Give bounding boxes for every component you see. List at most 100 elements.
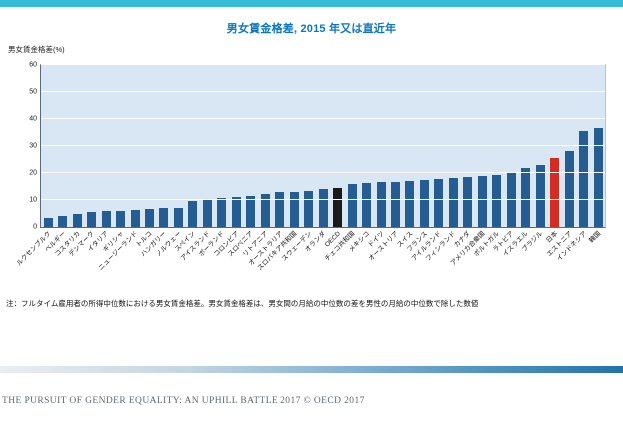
bar xyxy=(419,180,429,227)
bar-column: スイス xyxy=(396,65,417,249)
bar-column: エストニア xyxy=(545,65,576,258)
bar-column: スウェーデン xyxy=(280,65,315,263)
bar xyxy=(130,210,140,227)
bar-column: ベルギー xyxy=(44,65,69,254)
bar xyxy=(260,193,270,227)
bar xyxy=(405,181,415,227)
bar-column: ギリシャ xyxy=(101,65,127,254)
bar xyxy=(289,191,299,227)
bar-column: コロンビア xyxy=(213,65,243,258)
bar xyxy=(101,211,111,227)
bar xyxy=(347,184,357,227)
bar xyxy=(362,183,372,227)
y-tick-label: 20 xyxy=(29,169,37,177)
bar-column: インドネシア xyxy=(555,65,590,263)
bar-column: ルクセンブルク xyxy=(15,65,55,267)
bar-column: チェコ共和国 xyxy=(324,65,359,263)
bars-container: ルクセンブルク ベルギー コスタリカ デンマーク イタリア ギリシャ ニュージーランド トルコ… xyxy=(15,65,605,272)
bar xyxy=(521,168,531,227)
bar xyxy=(477,175,487,227)
bar-column: アイルランド xyxy=(411,65,446,263)
bar-column: ハンガリー xyxy=(140,65,171,258)
footer-report-title: THE PURSUIT OF GENDER EQUALITY: AN UPHIL… xyxy=(2,396,279,406)
bar-column: ラトビア xyxy=(492,65,518,254)
y-tick-label: 30 xyxy=(29,142,37,150)
bar-column: ニュージーランド xyxy=(98,65,142,272)
bar-column: 韓国 xyxy=(588,65,605,244)
bar-column: オランダ xyxy=(304,65,330,254)
bar xyxy=(217,198,227,227)
top-accent-strip xyxy=(0,0,623,7)
footer: THE PURSUIT OF GENDER EQUALITY: AN UPHIL… xyxy=(2,396,365,406)
bar xyxy=(448,178,458,227)
bar xyxy=(579,130,589,227)
gridline xyxy=(41,91,605,92)
bar xyxy=(535,164,545,227)
bar-column: アメリカ合衆国 xyxy=(450,65,489,267)
bar-column: スペイン xyxy=(174,65,200,253)
bar xyxy=(550,157,560,227)
bar xyxy=(593,127,603,227)
bar xyxy=(506,173,516,227)
y-tick-label: 40 xyxy=(29,115,37,123)
bar xyxy=(173,207,183,227)
gridline xyxy=(41,172,605,173)
bar xyxy=(564,150,574,227)
bar xyxy=(87,211,97,227)
bar xyxy=(434,179,444,227)
bar xyxy=(58,216,68,227)
footnote: 注：フルタイム雇用者の所得中位数における男女賃金格差。男女賃金格差は、男女間の月… xyxy=(6,299,479,308)
gradient-divider xyxy=(0,366,623,373)
bar-column: スロバキア共和国 xyxy=(257,65,301,272)
bar-column: メキシコ xyxy=(347,65,373,254)
bar-column: トルコ xyxy=(135,65,156,249)
bar-column: フィンランド xyxy=(425,65,460,263)
bar-column: アイスランド xyxy=(179,65,214,262)
bar-column: ポーランド xyxy=(198,65,229,258)
bar xyxy=(275,192,285,227)
y-tick-label: 0 xyxy=(33,223,37,231)
bar xyxy=(43,217,53,227)
bar-column: イタリア xyxy=(87,65,113,253)
bar xyxy=(246,195,256,227)
bar xyxy=(116,210,126,227)
x-axis-label: 韓国 xyxy=(588,230,603,245)
gridline xyxy=(41,118,605,119)
gridline xyxy=(41,64,605,65)
bar-column: イスラエル xyxy=(502,65,532,258)
bar-column: スロベニア xyxy=(227,65,258,258)
bar xyxy=(231,197,241,227)
bar xyxy=(72,214,82,227)
bar-column: リトアニア xyxy=(242,65,272,258)
gridline xyxy=(41,145,605,146)
bar-column: オーストラリア xyxy=(247,65,287,267)
bar-column: ブラジル xyxy=(521,65,547,254)
bar xyxy=(159,208,169,227)
bar xyxy=(463,177,473,227)
bar xyxy=(390,181,400,227)
bar-column: 日本 xyxy=(545,65,561,244)
bar-column: OECD xyxy=(324,65,344,249)
bar-column: ノルウェー xyxy=(155,65,185,258)
plot-area: ルクセンブルク ベルギー コスタリカ デンマーク イタリア ギリシャ ニュージーランド トルコ… xyxy=(15,62,606,272)
bar xyxy=(304,190,314,227)
bar-column: デンマーク xyxy=(68,65,98,258)
bar-column: ドイツ xyxy=(367,65,388,249)
chart-title: 男女賃金格差, 2015 年又は直近年 xyxy=(226,23,397,35)
bar-column: フランス xyxy=(405,65,431,254)
bar-column: コスタリカ xyxy=(53,65,84,258)
bar xyxy=(188,201,198,227)
y-tick-label: 60 xyxy=(29,61,37,69)
y-axis-title: 男女賃金格差(%) xyxy=(8,45,65,54)
bar xyxy=(145,209,155,227)
bar xyxy=(202,200,212,227)
bar xyxy=(318,188,328,227)
bar-column: カナダ xyxy=(453,65,475,249)
bar xyxy=(333,188,343,227)
gridline xyxy=(41,199,605,200)
bar xyxy=(492,174,502,227)
bar xyxy=(376,182,386,227)
bar-column: ポルトガル xyxy=(473,65,504,258)
footer-copyright: 2017 © OECD 2017 xyxy=(280,396,365,406)
